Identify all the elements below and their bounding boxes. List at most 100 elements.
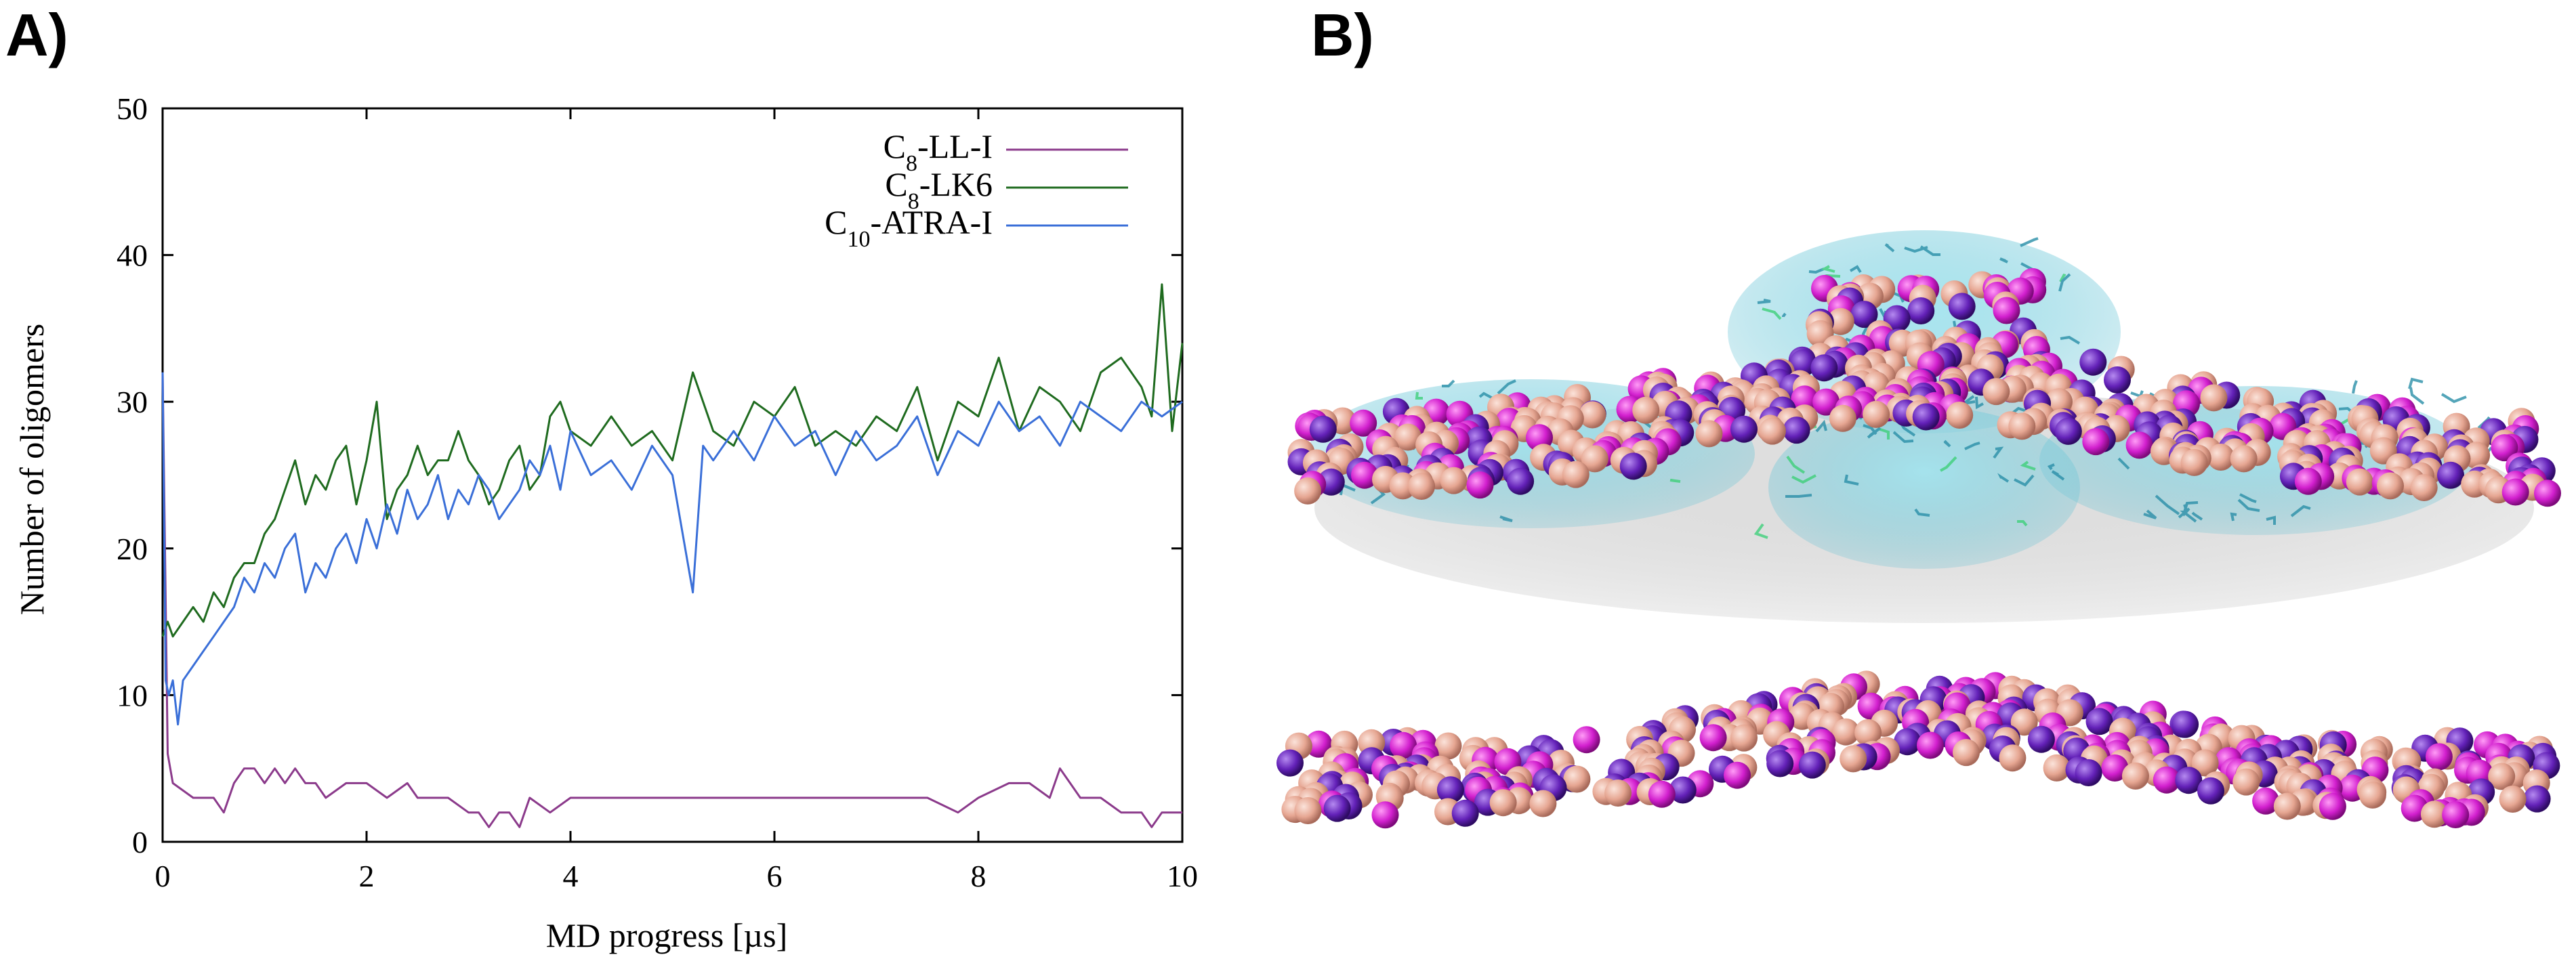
y-tick-label-5: 50 xyxy=(117,91,148,126)
peptide-stick xyxy=(1757,299,1771,304)
peptide-stick xyxy=(1791,474,1816,484)
lipid-bead-tan xyxy=(2420,800,2448,828)
peptide-stick xyxy=(2290,505,2311,517)
lipid-bead-tan xyxy=(1854,719,1882,746)
x-tick-label-5: 10 xyxy=(1167,859,1198,893)
peptide-stick xyxy=(2408,377,2424,389)
lipid-bead-magenta xyxy=(2252,787,2280,815)
lipid-bead-tan xyxy=(2499,786,2527,813)
peptide-stick xyxy=(1997,473,2010,483)
legend-label-c8-lk6: C8-LK6 xyxy=(885,165,993,214)
panel-a-label: A) xyxy=(5,1,68,68)
peptide-stick xyxy=(2178,507,2190,519)
lipid-bead-purple xyxy=(1783,417,1810,444)
lipid-bead-magenta xyxy=(2082,428,2110,456)
lipid-bead-purple xyxy=(2197,777,2224,805)
peptide-stick xyxy=(2058,273,2071,292)
peptide-stick xyxy=(1442,379,1455,387)
lipid-bead-tan xyxy=(2008,412,2036,440)
lipid-bead-layer xyxy=(1276,268,2561,829)
lipid-bead-purple xyxy=(2172,710,2199,738)
lipid-bead-tan xyxy=(2200,384,2228,412)
peptide-stick xyxy=(2409,387,2425,405)
peptide-stick xyxy=(1821,265,1835,273)
peptide-stick xyxy=(1499,515,1513,522)
peptide-stick xyxy=(1892,431,1914,444)
x-tick-label-3: 6 xyxy=(767,859,783,893)
lipid-bead-magenta xyxy=(2442,801,2470,828)
lipid-bead-magenta xyxy=(1791,385,1819,413)
lipid-bead-purple xyxy=(2085,708,2113,735)
lipid-bead-tan xyxy=(2377,472,2404,500)
lipid-bead-tan xyxy=(2180,448,2208,476)
peptide-stick xyxy=(1964,442,1980,450)
lipid-bead-purple xyxy=(1669,776,1697,804)
lipid-bead-purple xyxy=(1810,354,1838,382)
legend-label-c10-atra-i: C10-ATRA-I xyxy=(825,203,993,252)
peptide-stick xyxy=(1993,446,2004,459)
lipid-bead-purple xyxy=(2523,785,2551,813)
peptide-stick xyxy=(2017,520,2028,527)
lipid-bead-tan xyxy=(1581,445,1608,473)
lipid-bead-purple xyxy=(1323,794,1351,822)
peptide-stick xyxy=(2183,501,2199,513)
lipid-bead-magenta xyxy=(1350,409,1377,437)
peptide-stick xyxy=(2117,457,2130,470)
chart-series-layer xyxy=(161,283,1184,828)
lipid-bead-tan xyxy=(2346,468,2373,496)
peptide-stick xyxy=(2237,498,2260,512)
lipid-bead-tan xyxy=(2488,763,2516,790)
lipid-bead-tan xyxy=(1632,396,1660,424)
peptide-stick xyxy=(2440,393,2467,404)
peptide-stick xyxy=(2014,474,2035,487)
lipid-bead-magenta xyxy=(2501,478,2529,506)
series-line-c8-ll-i xyxy=(161,372,1182,828)
lipid-bead-purple xyxy=(2027,725,2055,753)
lipid-bead-purple xyxy=(1766,750,1794,777)
lipid-bead-magenta xyxy=(1993,297,2020,324)
peptide-stick xyxy=(2020,461,2036,471)
x-tick-label-4: 8 xyxy=(971,859,986,893)
lipid-bead-purple xyxy=(2075,759,2102,786)
lipid-bead-tan xyxy=(1294,477,1322,505)
lipid-bead-tan xyxy=(1579,401,1606,429)
lipid-bead-tan xyxy=(1982,378,2010,406)
lipid-bead-magenta xyxy=(2101,754,2129,782)
lipid-bead-purple xyxy=(1619,452,1647,480)
lipid-bead-purple xyxy=(2104,366,2131,393)
lipid-bead-tan xyxy=(1695,420,1723,448)
peptide-stick xyxy=(1808,268,1825,274)
lipid-bead-tan xyxy=(1394,423,1422,451)
y-tick-label-2: 20 xyxy=(117,532,148,566)
lipid-bead-magenta xyxy=(1573,726,1600,754)
peptide-stick xyxy=(1849,265,1862,274)
peptide-stick xyxy=(1785,494,1812,498)
lipid-bead-magenta xyxy=(2534,479,2561,507)
peptide-stick xyxy=(1867,427,1882,439)
lipid-bead-purple xyxy=(1850,301,1878,328)
lipid-bead-magenta xyxy=(1351,461,1378,489)
lipid-bead-magenta xyxy=(1917,731,1944,759)
lipid-bead-magenta xyxy=(2491,434,2518,462)
lipid-bead-tan xyxy=(1829,404,1856,432)
lipid-bead-tan xyxy=(1408,473,1436,500)
lipid-bead-tan xyxy=(2043,754,2071,782)
lipid-bead-purple xyxy=(1730,415,1758,443)
peptide-stick xyxy=(1914,508,1930,517)
lipid-bead-tan xyxy=(2273,792,2301,820)
peptide-stick xyxy=(2060,335,2081,345)
lipid-bead-tan xyxy=(1827,307,1854,335)
lipid-bead-tan xyxy=(2230,445,2258,473)
x-axis-title: MD progress [µs] xyxy=(546,916,788,954)
lipid-bead-magenta xyxy=(1466,471,1494,499)
peptide-stick xyxy=(1999,257,2008,263)
lipid-bead-purple xyxy=(2437,461,2464,489)
lipid-bead-purple xyxy=(1798,751,1826,779)
lipid-bead-purple xyxy=(2175,767,2203,794)
lipid-bead-magenta xyxy=(2294,467,2322,495)
lipid-bead-purple xyxy=(1894,728,1921,756)
y-tick-label-3: 30 xyxy=(117,385,148,419)
lipid-bead-tan xyxy=(2121,762,2149,790)
line-chart: 0 2 4 6 8 10 0 10 20 30 40 50 C8-LL-I C8-LK6 C10-AT… xyxy=(13,91,1198,954)
peptide-stick xyxy=(1940,456,1957,472)
